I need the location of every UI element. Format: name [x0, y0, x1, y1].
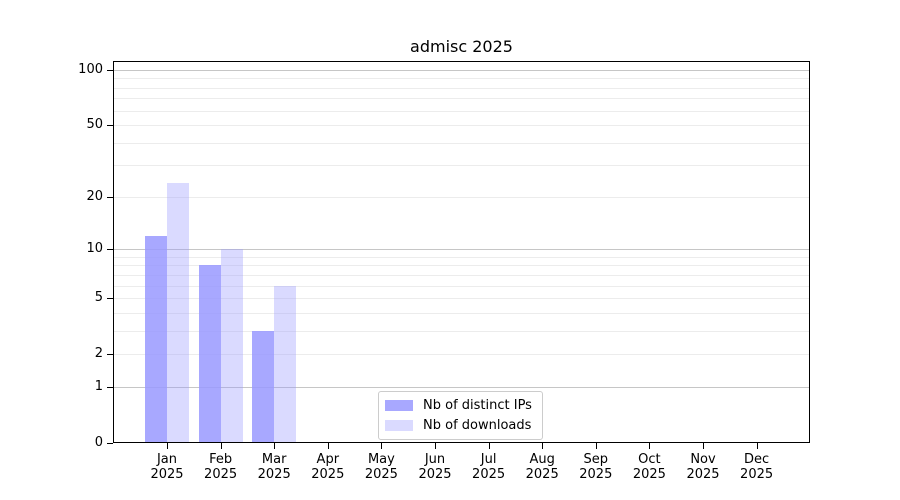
x-tick-year: 2025: [311, 467, 345, 482]
gridline-minor: [113, 265, 810, 267]
gridline-minor: [113, 125, 810, 127]
x-tick: [703, 443, 704, 449]
y-tick-label: 5: [94, 290, 103, 306]
gridline-major: [113, 249, 810, 251]
x-tick-year: 2025: [686, 467, 720, 482]
x-tick: [756, 443, 758, 449]
x-tick-year: 2025: [579, 467, 613, 482]
y-tick: [107, 386, 113, 388]
bar: [252, 330, 275, 443]
x-tick-year: 2025: [525, 467, 559, 482]
x-tick: [274, 443, 276, 449]
x-tick-month: Nov: [690, 452, 716, 467]
gridline-major: [113, 69, 810, 71]
gridline-minor: [113, 142, 810, 144]
legend-label-downloads: Nb of downloads: [423, 417, 532, 433]
x-tick-year: 2025: [418, 467, 452, 482]
x-tick-year: 2025: [257, 467, 291, 482]
legend-swatch-distinct-ips: [385, 399, 413, 411]
x-tick-label: Feb 2025: [191, 452, 251, 482]
legend-swatch-downloads: [385, 419, 413, 431]
y-tick: [107, 249, 113, 251]
x-tick-month: Aug: [529, 452, 555, 467]
legend-label-distinct-ips: Nb of distinct IPs: [423, 397, 532, 413]
x-tick-label: Sep 2025: [566, 452, 626, 482]
x-tick-month: Oct: [638, 452, 661, 467]
x-tick-year: 2025: [364, 467, 398, 482]
x-tick-month: Apr: [316, 452, 340, 467]
y-tick: [107, 69, 113, 71]
y-tick-label: 2: [94, 346, 103, 362]
x-tick-month: Jun: [424, 452, 446, 467]
chart-title: admisc 2025: [410, 37, 513, 56]
x-tick-month: Feb: [209, 452, 233, 467]
gridline-minor: [113, 87, 810, 89]
y-tick-label: 10: [86, 241, 103, 257]
plot-area: [113, 61, 810, 443]
x-tick: [542, 443, 544, 449]
x-tick-label: Nov 2025: [673, 452, 733, 482]
y-tick-label: 20: [86, 188, 103, 204]
x-tick-month: Mar: [261, 452, 287, 467]
x-tick-label: Mar 2025: [244, 452, 304, 482]
x-tick-month: Sep: [583, 452, 609, 467]
x-tick-month: Jan: [156, 452, 178, 467]
x-tick-label: Jun 2025: [405, 452, 465, 482]
x-tick-month: Dec: [744, 452, 770, 467]
x-tick-year: 2025: [204, 467, 238, 482]
x-tick: [381, 443, 383, 449]
bar: [167, 182, 189, 443]
x-tick-label: May 2025: [351, 452, 411, 482]
x-tick-label: Apr 2025: [298, 452, 358, 482]
x-tick: [488, 443, 490, 449]
x-tick-label: Oct 2025: [619, 452, 679, 482]
y-tick: [107, 443, 113, 444]
bar: [198, 265, 221, 443]
bar: [145, 235, 167, 443]
x-tick-label: Jul 2025: [459, 452, 519, 482]
legend: Nb of distinct IPs Nb of downloads: [378, 391, 543, 440]
x-tick-month: May: [367, 452, 395, 467]
gridline-minor: [113, 312, 810, 314]
gridline-minor: [113, 330, 810, 332]
gridline-minor: [113, 196, 810, 198]
x-tick-year: 2025: [472, 467, 506, 482]
y-tick: [107, 196, 113, 198]
x-tick-year: 2025: [632, 467, 666, 482]
bar: [274, 285, 297, 443]
y-tick: [107, 354, 113, 356]
x-tick-label: Jan 2025: [137, 452, 197, 482]
x-tick: [220, 443, 222, 449]
gridline-minor: [113, 110, 810, 112]
x-tick: [595, 443, 597, 449]
legend-item-distinct-ips: Nb of distinct IPs: [385, 397, 534, 413]
gridline-minor: [113, 165, 810, 167]
gridline-minor: [113, 256, 810, 258]
x-tick-label: Dec 2025: [727, 452, 787, 482]
x-tick-label: Aug 2025: [512, 452, 572, 482]
y-tick: [107, 125, 113, 127]
y-tick-label: 50: [86, 117, 103, 133]
gridline-minor: [113, 298, 810, 300]
gridline-minor: [113, 78, 810, 80]
y-tick-label: 0: [94, 435, 103, 450]
legend-item-downloads: Nb of downloads: [385, 417, 534, 433]
x-tick: [649, 443, 651, 449]
gridline-minor: [113, 274, 810, 276]
x-tick: [327, 443, 329, 449]
gridline-minor: [113, 98, 810, 100]
x-tick: [167, 443, 168, 449]
bar: [220, 249, 243, 443]
x-tick-year: 2025: [150, 467, 184, 482]
gridline-minor: [113, 285, 810, 287]
x-tick: [435, 443, 436, 449]
y-tick-label: 1: [94, 378, 103, 394]
y-tick-label: 100: [78, 61, 103, 77]
gridline-minor: [113, 354, 810, 356]
gridline-major: [113, 386, 810, 388]
x-tick-month: Jul: [480, 452, 497, 467]
x-tick-year: 2025: [740, 467, 774, 482]
y-tick: [107, 298, 113, 300]
